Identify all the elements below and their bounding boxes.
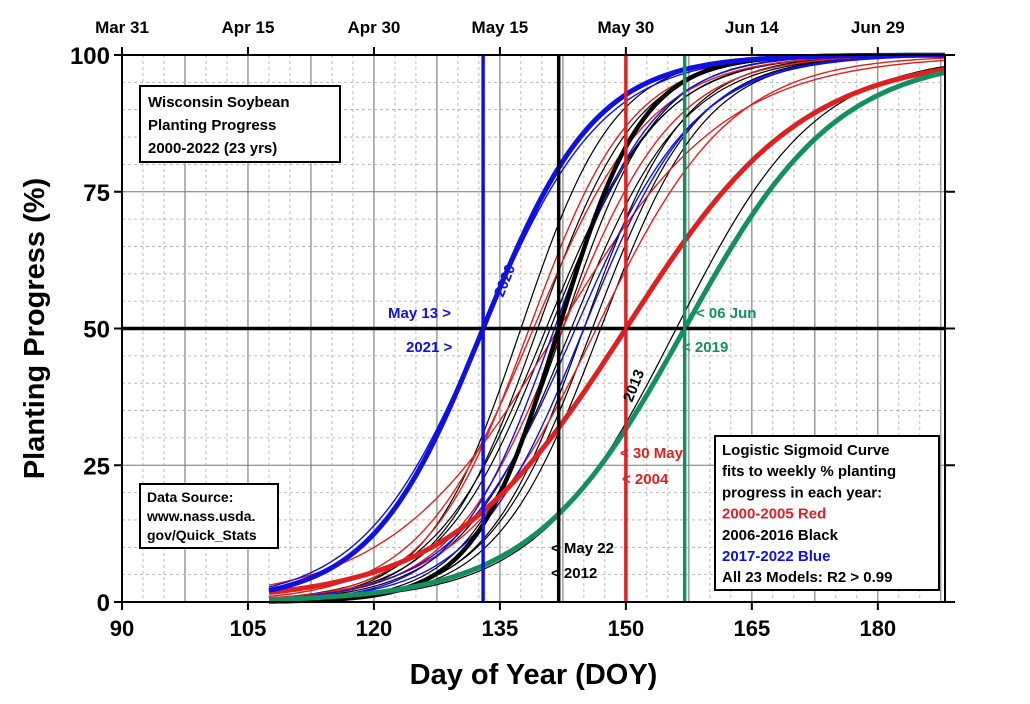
source-line-2: www.nass.usda. (146, 508, 255, 524)
x-tick-label: 180 (859, 616, 896, 641)
series-line-2004 (268, 66, 946, 595)
top-tick-label: May 30 (598, 18, 655, 37)
top-tick-label: Apr 30 (347, 18, 400, 37)
annotation-06jun: < 06 Jun (696, 305, 756, 322)
top-tick-label: May 15 (472, 18, 529, 37)
series-line-2019 (268, 70, 946, 603)
y-tick-label: 75 (83, 180, 110, 207)
x-tick-label: 150 (608, 616, 645, 641)
series-line-2020 (268, 52, 946, 593)
legend-line-black: 2006-2016 Black (722, 527, 839, 544)
y-tick-label: 25 (83, 453, 110, 480)
y-tick-label: 100 (70, 43, 110, 70)
reference-lines (122, 55, 945, 602)
legend-box: Logistic Sigmoid Curve fits to weekly % … (714, 435, 940, 591)
data-source-box: Data Source: www.nass.usda. gov/Quick_St… (139, 483, 279, 549)
title-line-2: Planting Progress (148, 117, 276, 134)
annotation-2012: < 2012 (551, 565, 597, 582)
x-tick-label: 90 (110, 616, 134, 641)
top-tick-label: Mar 31 (95, 18, 149, 37)
top-tick-label: Apr 15 (222, 18, 275, 37)
annotation-30may: < 30 May (620, 445, 684, 462)
annotation-may13: May 13 > (388, 305, 451, 322)
annotation-may22: < May 22 (551, 540, 614, 557)
legend-line-blue: 2017-2022 Blue (722, 548, 830, 565)
title-box: Wisconsin Soybean Planting Progress 2000… (139, 85, 341, 163)
x-tick-label: 105 (230, 616, 267, 641)
x-tick-label: 120 (356, 616, 393, 641)
series-line-2022 (268, 55, 945, 601)
annotation-2019: < 2019 (682, 339, 728, 356)
annotation-2021: 2021 > (406, 339, 453, 356)
curve-label-2020: 2020 (491, 262, 519, 299)
top-tick-label: Jun 14 (725, 18, 779, 37)
axis-ticks: 90 105 120 135 150 165 180 Mar 31 Apr 15 Apr 30 Ma… (70, 18, 955, 641)
y-tick-label: 0 (97, 590, 110, 617)
legend-line-2: fits to weekly % planting (722, 463, 896, 480)
source-line-3: gov/Quick_Stats (147, 527, 257, 543)
legend-line-red: 2000-2005 Red (722, 506, 826, 523)
legend-line-1: Logistic Sigmoid Curve (722, 442, 890, 459)
x-axis-title: Day of Year (DOY) (410, 659, 658, 691)
legend-line-r2: All 23 Models: R2 > 0.99 (722, 569, 893, 586)
y-tick-label: 50 (83, 317, 110, 344)
title-line-1: Wisconsin Soybean (148, 94, 290, 111)
legend-line-3: progress in each year: (722, 484, 882, 501)
source-line-1: Data Source: (147, 489, 233, 505)
title-line-3: 2000-2022 (23 yrs) (148, 140, 277, 157)
y-axis-title: Planting Progress (%) (19, 178, 51, 479)
series-line-2017 (268, 55, 945, 600)
top-tick-label: Jun 29 (851, 18, 905, 37)
series-line-2003 (268, 59, 946, 586)
annotation-2004: < 2004 (622, 471, 669, 488)
x-tick-label: 165 (733, 616, 770, 641)
x-tick-label: 135 (482, 616, 519, 641)
